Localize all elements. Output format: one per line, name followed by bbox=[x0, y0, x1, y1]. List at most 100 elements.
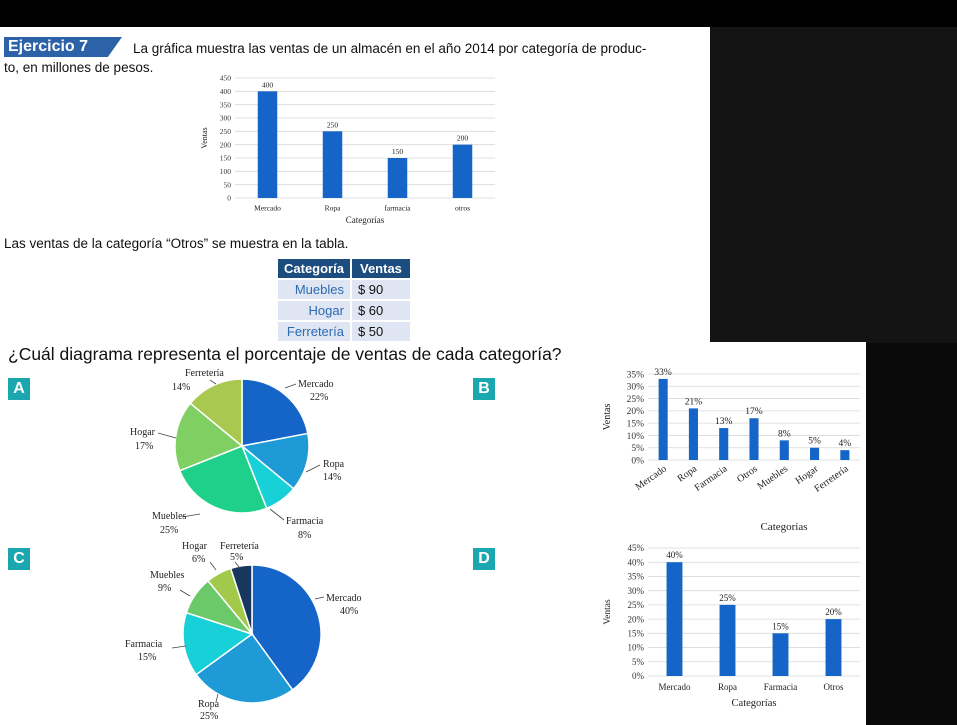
table-cell-ventas: $ 50 bbox=[351, 322, 410, 341]
slice-label: Farmacia bbox=[125, 639, 163, 650]
table-cell-categoria: Muebles bbox=[278, 280, 350, 299]
y-tick-label: 0 bbox=[227, 194, 231, 203]
table-header-ventas: Ventas bbox=[351, 259, 410, 278]
bar bbox=[779, 440, 789, 460]
slice-label: Hogar bbox=[130, 427, 156, 438]
bar bbox=[452, 144, 473, 198]
x-tick-label: Otros bbox=[824, 682, 844, 692]
leader-line bbox=[305, 464, 321, 473]
slice-label: Mercado bbox=[298, 379, 334, 390]
y-tick-label: 35% bbox=[627, 370, 645, 380]
y-tick-label: 50 bbox=[224, 180, 232, 189]
slice-percent-label: 40% bbox=[340, 606, 358, 617]
y-tick-label: 25% bbox=[628, 600, 645, 610]
leader-line bbox=[234, 561, 241, 569]
y-tick-label: 40% bbox=[628, 557, 645, 567]
option-c-letter[interactable]: C bbox=[8, 548, 30, 570]
bar bbox=[387, 158, 408, 198]
y-tick-label: 5% bbox=[632, 657, 645, 667]
y-tick-label: 100 bbox=[220, 167, 232, 176]
question-text: ¿Cuál diagrama representa el porcentaje … bbox=[8, 344, 562, 364]
y-tick-label: 20% bbox=[628, 614, 645, 624]
data-label: 5% bbox=[808, 437, 821, 447]
slice-label: Muebles bbox=[152, 511, 187, 522]
bar bbox=[810, 447, 820, 460]
data-label: 400 bbox=[262, 80, 274, 89]
y-tick-label: 35% bbox=[628, 572, 645, 582]
others-sales-table: Categoría Ventas Muebles $ 90 Hogar $ 60… bbox=[276, 257, 412, 343]
data-label: 8% bbox=[778, 429, 791, 439]
pie-slice bbox=[240, 432, 310, 490]
bar bbox=[666, 562, 683, 676]
leader-line bbox=[314, 596, 325, 600]
leader-line bbox=[215, 693, 219, 703]
table-cell-categoria: Hogar bbox=[278, 301, 350, 320]
background-darker bbox=[866, 343, 957, 725]
option-a-pie-chart: Mercado 22% Ropa 14% Farmacia 8% Muebles 25% Hog… bbox=[130, 368, 345, 541]
pie-slice bbox=[174, 402, 244, 472]
option-b-letter[interactable]: B bbox=[473, 378, 495, 400]
leader-line bbox=[209, 379, 217, 385]
slice-label: Ropa bbox=[323, 459, 345, 470]
option-d-letter[interactable]: D bbox=[473, 548, 495, 570]
slice-percent-label: 14% bbox=[172, 382, 190, 393]
data-label: 13% bbox=[715, 417, 733, 427]
leader-line bbox=[157, 432, 177, 439]
data-label: 33% bbox=[654, 368, 672, 378]
y-tick-label: 0% bbox=[632, 671, 645, 681]
y-tick-label: 200 bbox=[220, 140, 232, 149]
x-tick-label: Farmacia bbox=[693, 463, 730, 494]
bar bbox=[719, 428, 729, 460]
option-a-letter[interactable]: A bbox=[8, 378, 30, 400]
y-tick-label: 30% bbox=[628, 586, 645, 596]
slice-label: Muebles bbox=[150, 570, 185, 581]
table-cell-ventas: $ 90 bbox=[351, 280, 410, 299]
slice-percent-label: 15% bbox=[138, 652, 156, 663]
leader-line bbox=[181, 513, 201, 518]
x-tick-label: Muebles bbox=[755, 463, 790, 492]
x-tick-label: Mercado bbox=[659, 682, 691, 692]
x-tick-label: Mercado bbox=[254, 204, 281, 213]
x-axis-title: Categorías bbox=[732, 698, 777, 709]
bar bbox=[840, 450, 850, 460]
y-tick-label: 45% bbox=[628, 543, 645, 553]
exercise-prompt-line1: La gráfica muestra las ventas de un alma… bbox=[133, 41, 647, 56]
y-tick-label: 0% bbox=[631, 456, 644, 466]
y-axis-title: Ventas bbox=[603, 599, 613, 625]
y-tick-label: 150 bbox=[220, 154, 232, 163]
bar bbox=[257, 91, 278, 198]
slice-percent-label: 25% bbox=[160, 525, 178, 536]
table-intro: Las ventas de la categoría “Otros” se mu… bbox=[4, 236, 349, 251]
y-tick-label: 30% bbox=[627, 383, 645, 393]
pie-slice bbox=[251, 564, 322, 691]
data-label: 150 bbox=[392, 147, 404, 156]
leader-line bbox=[179, 589, 191, 597]
y-axis-title: Ventas bbox=[200, 127, 209, 148]
table-row: Hogar $ 60 bbox=[278, 301, 410, 320]
leader-line bbox=[171, 645, 187, 649]
x-tick-label: Ferretería bbox=[812, 463, 851, 495]
bar bbox=[749, 418, 759, 460]
y-axis-title: Ventas bbox=[602, 404, 613, 431]
bar bbox=[825, 619, 842, 676]
background-dark bbox=[710, 27, 957, 343]
pie-slice bbox=[241, 378, 309, 447]
leader-line bbox=[209, 561, 217, 571]
pie-slice bbox=[189, 378, 243, 448]
data-label: 250 bbox=[327, 120, 339, 129]
slice-percent-label: 6% bbox=[192, 554, 205, 565]
data-label: 25% bbox=[719, 593, 736, 603]
table-cell-categoria: Ferretería bbox=[278, 322, 350, 341]
data-label: 21% bbox=[685, 397, 703, 407]
slice-percent-label: 22% bbox=[310, 392, 328, 403]
bar bbox=[772, 633, 789, 676]
data-label: 15% bbox=[772, 621, 789, 631]
data-label: 200 bbox=[457, 134, 469, 143]
option-d-bar-chart: 0% 5% 10% 15% 20% 25% 30% 35% 40% 45% 40% Mercado 25… bbox=[603, 543, 860, 709]
x-tick-label: otros bbox=[455, 204, 470, 213]
slice-label: Ropa bbox=[198, 699, 220, 710]
data-label: 4% bbox=[839, 439, 852, 449]
exercise-tag: Ejercicio 7 bbox=[4, 37, 122, 57]
